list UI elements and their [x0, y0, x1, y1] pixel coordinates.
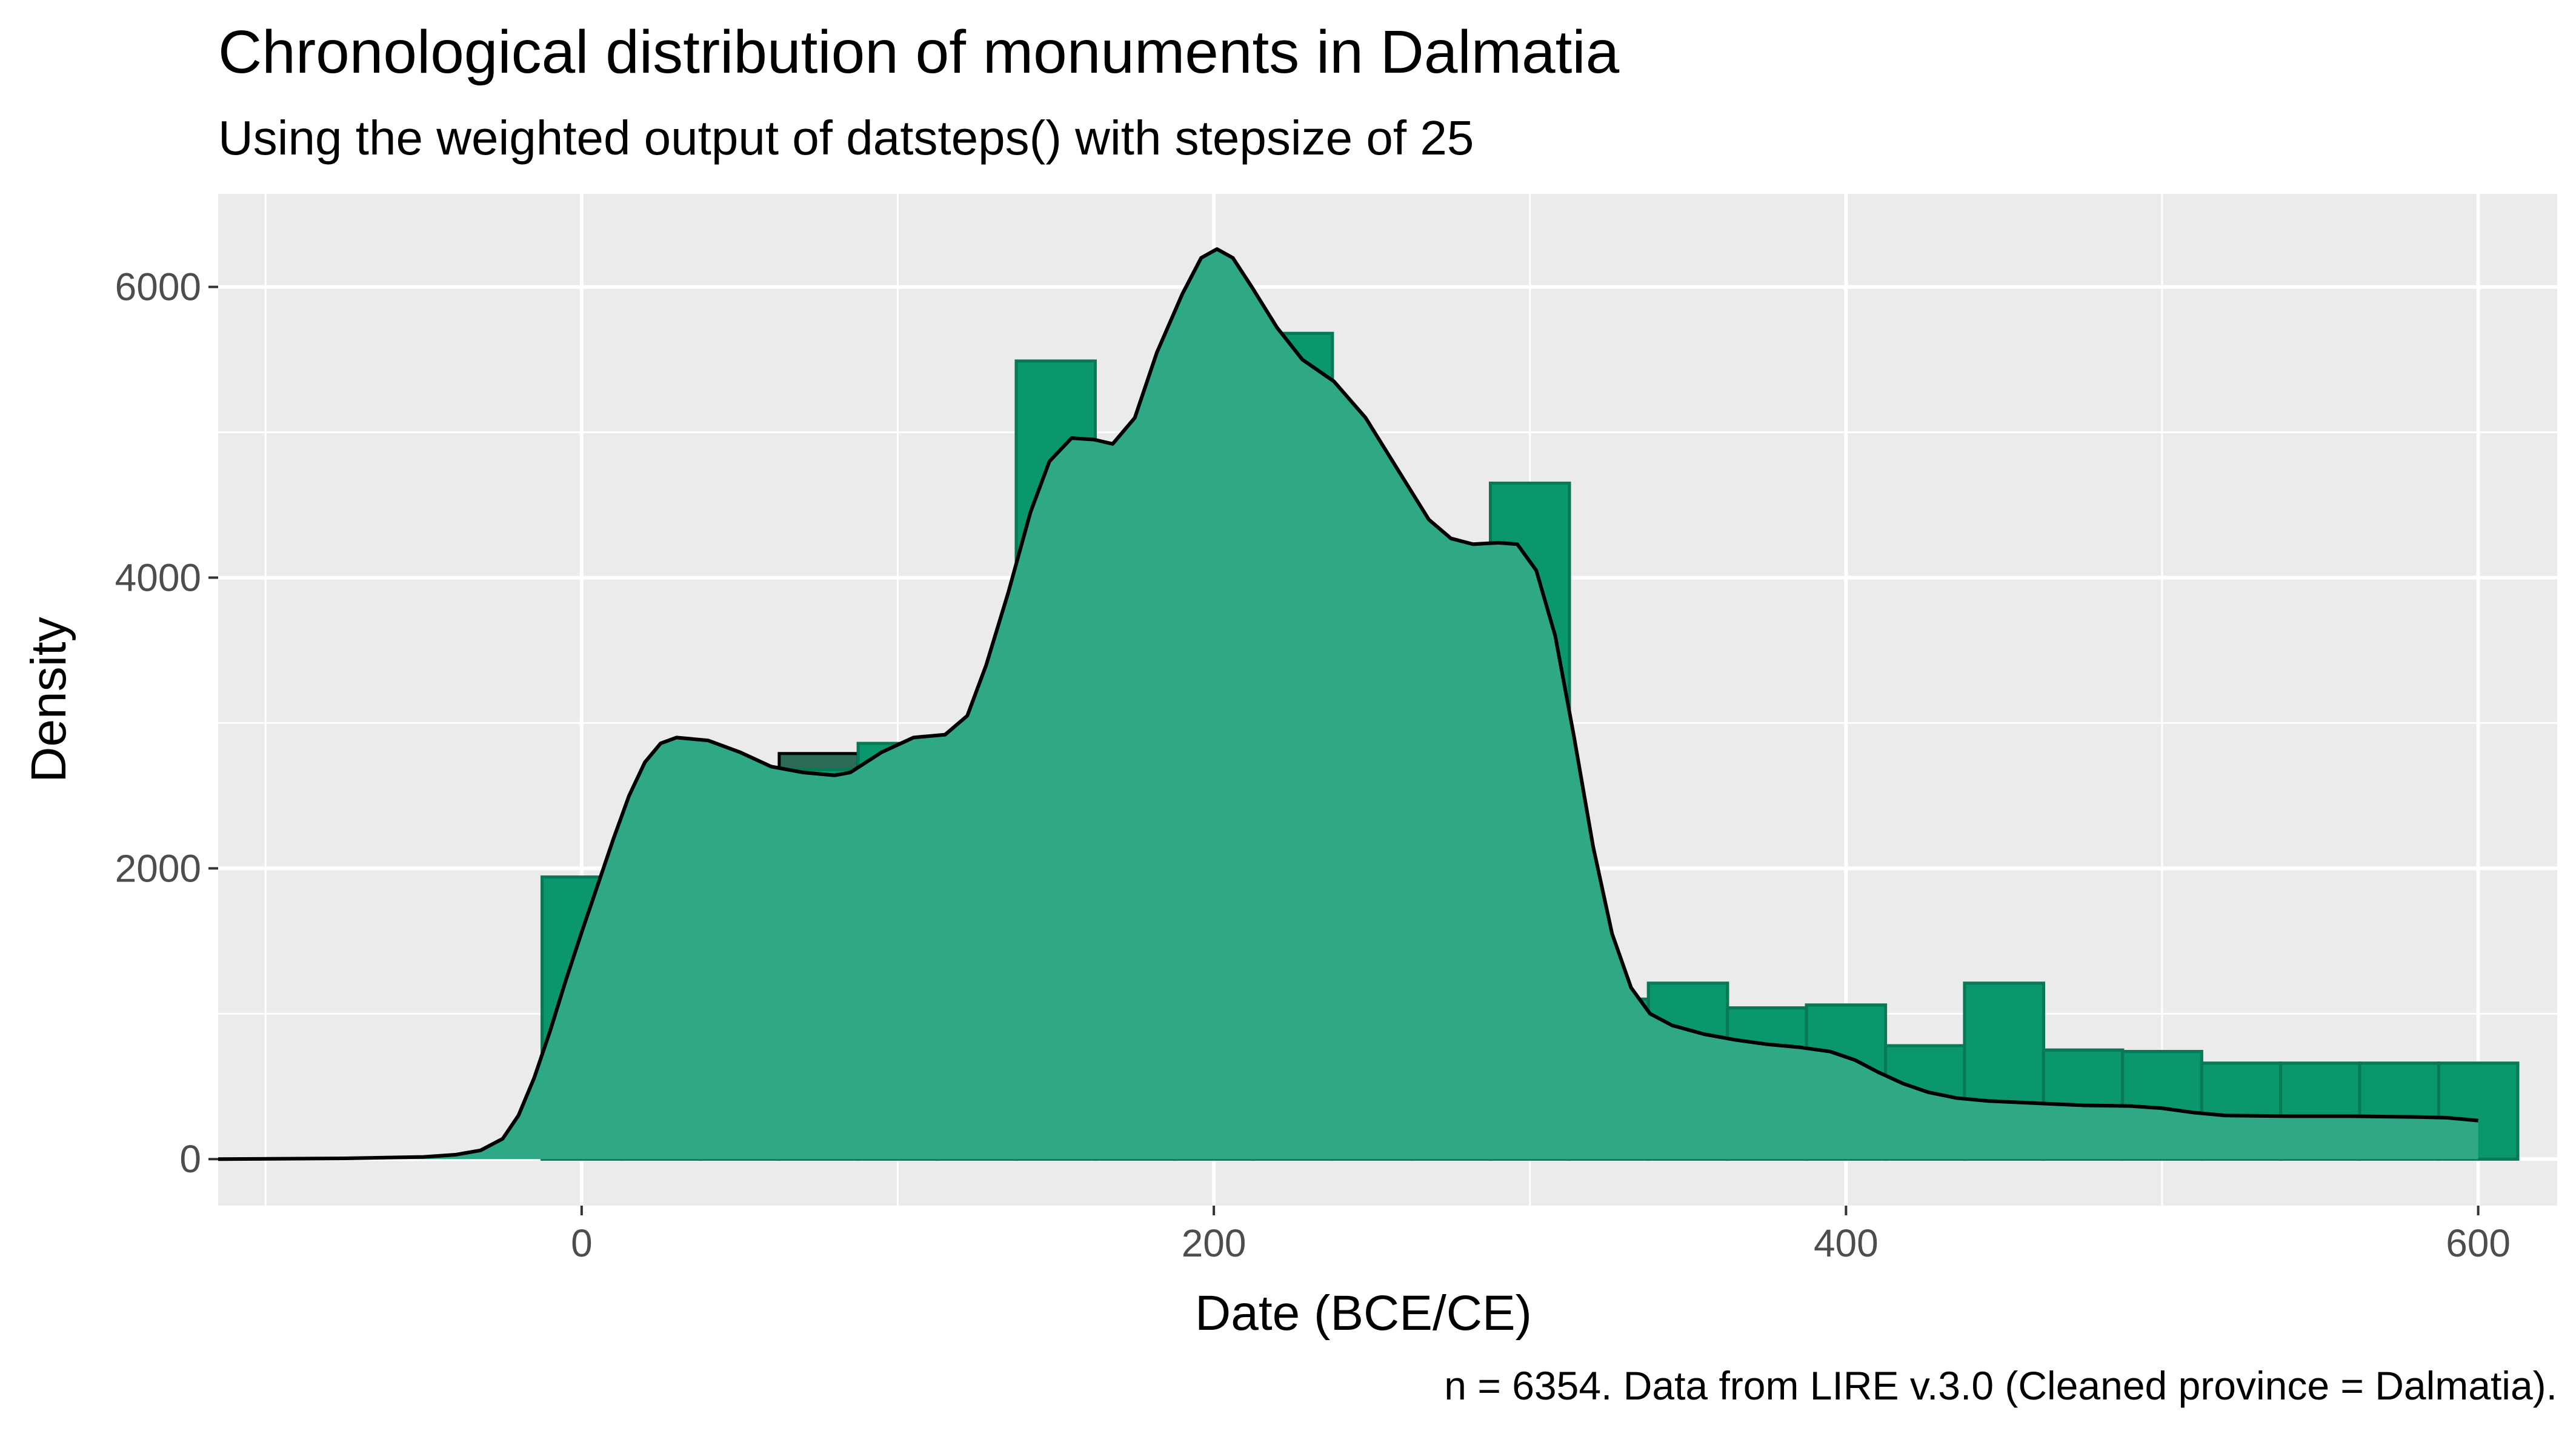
x-axis-title: Date (BCE/CE)	[1195, 1286, 1532, 1341]
y-tick-label: 6000	[115, 265, 201, 309]
x-axis: 0 200 400 600	[571, 1206, 2511, 1265]
chart-subtitle: Using the weighted output of datsteps() …	[218, 111, 1474, 165]
y-tick-label: 4000	[115, 556, 201, 599]
x-tick-label: 0	[571, 1221, 593, 1265]
chart-caption: n = 6354. Data from LIRE v.3.0 (Cleaned …	[1444, 1363, 2557, 1408]
y-axis: 0 2000 4000 6000	[115, 265, 218, 1181]
x-tick-label: 200	[1182, 1221, 1246, 1265]
x-tick-label: 400	[1814, 1221, 1879, 1265]
density-area	[218, 249, 2478, 1160]
y-tick-label: 0	[179, 1137, 201, 1181]
y-axis-title: Density	[21, 617, 76, 782]
x-tick-label: 600	[2446, 1221, 2511, 1265]
chart-title: Chronological distribution of monuments …	[218, 18, 1620, 86]
y-tick-label: 2000	[115, 846, 201, 890]
density-curve	[218, 247, 2478, 1161]
